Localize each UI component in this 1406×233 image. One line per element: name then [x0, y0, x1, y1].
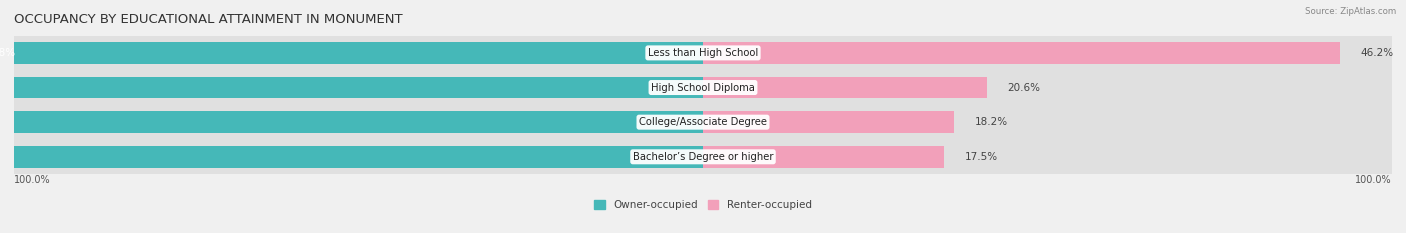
Text: 100.0%: 100.0% — [14, 175, 51, 185]
Text: Bachelor’s Degree or higher: Bachelor’s Degree or higher — [633, 152, 773, 162]
Bar — [14, 70, 1392, 105]
Bar — [703, 111, 953, 133]
Bar — [703, 42, 1340, 64]
Bar — [14, 36, 1392, 70]
Text: Less than High School: Less than High School — [648, 48, 758, 58]
Bar — [0, 111, 703, 133]
Bar — [703, 146, 945, 168]
Text: 18.2%: 18.2% — [974, 117, 1008, 127]
Legend: Owner-occupied, Renter-occupied: Owner-occupied, Renter-occupied — [595, 200, 811, 210]
Text: High School Diploma: High School Diploma — [651, 82, 755, 93]
Text: 46.2%: 46.2% — [1360, 48, 1393, 58]
Text: 17.5%: 17.5% — [965, 152, 998, 162]
Text: Source: ZipAtlas.com: Source: ZipAtlas.com — [1305, 7, 1396, 16]
Text: 53.8%: 53.8% — [0, 48, 15, 58]
Bar — [0, 42, 703, 64]
Bar — [14, 105, 1392, 140]
Text: 100.0%: 100.0% — [1355, 175, 1392, 185]
Bar — [703, 77, 987, 98]
Bar — [0, 146, 703, 168]
Text: 20.6%: 20.6% — [1008, 82, 1040, 93]
Text: OCCUPANCY BY EDUCATIONAL ATTAINMENT IN MONUMENT: OCCUPANCY BY EDUCATIONAL ATTAINMENT IN M… — [14, 14, 402, 26]
Bar — [14, 140, 1392, 174]
Text: College/Associate Degree: College/Associate Degree — [638, 117, 768, 127]
Bar — [0, 77, 703, 98]
